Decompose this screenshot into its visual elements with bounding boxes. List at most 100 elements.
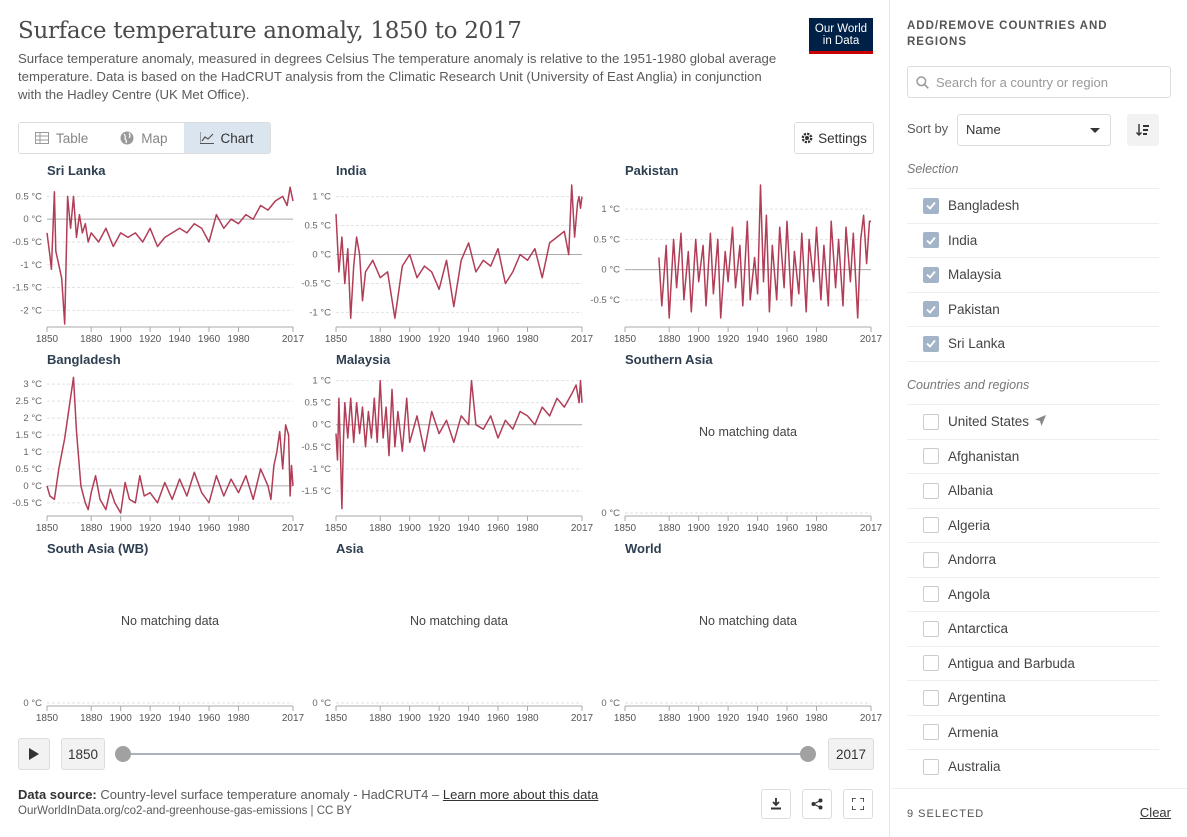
check-icon bbox=[926, 202, 936, 211]
owid-logo[interactable]: Our World in Data bbox=[809, 18, 873, 54]
country-item[interactable]: United States bbox=[907, 404, 1159, 439]
y-tick-label: -0.5 °C bbox=[12, 498, 42, 509]
page-title: Surface temperature anomaly, 1850 to 201… bbox=[18, 18, 522, 44]
sort-direction-icon bbox=[1136, 123, 1149, 136]
logo-line-2: in Data bbox=[822, 35, 860, 47]
timeline-end-year[interactable]: 2017 bbox=[828, 738, 874, 770]
country-item[interactable]: Albania bbox=[907, 473, 1159, 508]
x-tick-label: 1980 bbox=[516, 713, 539, 724]
x-tick-label: 1980 bbox=[227, 334, 250, 345]
download-button[interactable] bbox=[761, 789, 791, 819]
tab-map[interactable]: Map bbox=[104, 123, 183, 153]
checkbox[interactable] bbox=[923, 517, 939, 534]
tab-table-label: Table bbox=[56, 130, 89, 146]
checkbox[interactable] bbox=[923, 724, 939, 741]
gear-icon bbox=[801, 132, 813, 144]
tab-table[interactable]: Table bbox=[19, 123, 104, 153]
y-tick-label: 0.5 °C bbox=[304, 221, 331, 232]
country-item[interactable]: Afghanistan bbox=[907, 438, 1159, 474]
selected-country-item[interactable]: Bangladesh bbox=[907, 188, 1159, 223]
selected-country-item[interactable]: Sri Lanka bbox=[907, 326, 1159, 361]
x-tick-label: 1850 bbox=[325, 523, 348, 534]
x-tick-label: 1960 bbox=[198, 523, 221, 534]
check-icon bbox=[926, 305, 936, 314]
country-item[interactable]: Australia bbox=[907, 749, 1159, 784]
country-label: United States bbox=[948, 414, 1030, 430]
expand-icon bbox=[852, 798, 864, 810]
x-tick-label: 1980 bbox=[805, 334, 828, 345]
checkbox[interactable] bbox=[923, 232, 939, 249]
checkbox[interactable] bbox=[923, 197, 939, 214]
x-tick-label: 2017 bbox=[571, 713, 594, 724]
clear-button[interactable]: Clear bbox=[1139, 805, 1171, 820]
selected-country-item[interactable]: Pakistan bbox=[907, 291, 1159, 327]
settings-button[interactable]: Settings bbox=[794, 122, 874, 154]
x-tick-label: 2017 bbox=[571, 334, 594, 345]
checkbox[interactable] bbox=[923, 335, 939, 352]
play-button[interactable] bbox=[18, 738, 50, 770]
country-item[interactable]: Argentina bbox=[907, 680, 1159, 715]
checkbox[interactable] bbox=[923, 266, 939, 283]
checkbox[interactable] bbox=[923, 448, 939, 465]
checkbox[interactable] bbox=[923, 586, 939, 603]
caret-down-icon bbox=[1090, 128, 1100, 133]
sort-select[interactable]: Name bbox=[957, 114, 1111, 146]
y-tick-label: 1 °C bbox=[23, 447, 42, 458]
x-tick-label: 1960 bbox=[487, 334, 510, 345]
settings-label: Settings bbox=[818, 130, 867, 146]
sort-order-button[interactable] bbox=[1127, 114, 1159, 146]
timeline-start-handle[interactable] bbox=[115, 746, 131, 762]
share-button[interactable] bbox=[802, 789, 832, 819]
selected-country-item[interactable]: India bbox=[907, 222, 1159, 258]
small-multiples-chart: Sri Lanka 0.5 °C 0 °C -0.5 °C -1 °C -1.5 °C -2… bbox=[12, 163, 882, 724]
country-item[interactable]: Antigua and Barbuda bbox=[907, 645, 1159, 681]
x-tick-label: 1920 bbox=[717, 713, 740, 724]
x-tick-label: 1960 bbox=[487, 713, 510, 724]
country-item[interactable]: Algeria bbox=[907, 507, 1159, 543]
timeline-track[interactable] bbox=[123, 753, 809, 755]
y-tick-label: 2.5 °C bbox=[15, 396, 42, 407]
country-item[interactable]: Armenia bbox=[907, 714, 1159, 750]
check-icon bbox=[926, 236, 936, 245]
selected-country-item[interactable]: Malaysia bbox=[907, 257, 1159, 292]
share-icon bbox=[811, 798, 823, 810]
chart-title: Pakistan bbox=[625, 163, 679, 178]
table-icon bbox=[35, 132, 49, 144]
x-tick-label: 1920 bbox=[428, 713, 451, 724]
timeline-end-handle[interactable] bbox=[800, 746, 816, 762]
checkbox[interactable] bbox=[923, 482, 939, 499]
tab-chart-label: Chart bbox=[220, 130, 254, 146]
checkbox[interactable] bbox=[923, 413, 939, 430]
y-tick-label: 0 °C bbox=[312, 698, 331, 709]
chart-title: Asia bbox=[336, 541, 364, 556]
x-tick-label: 1850 bbox=[614, 713, 637, 724]
no-data-message: No matching data bbox=[410, 614, 508, 628]
search-icon bbox=[916, 75, 929, 89]
y-tick-label: -1.5 °C bbox=[12, 283, 42, 294]
country-item[interactable]: Antarctica bbox=[907, 611, 1159, 646]
checkbox[interactable] bbox=[923, 758, 939, 775]
x-tick-label: 1940 bbox=[168, 523, 191, 534]
checkbox[interactable] bbox=[923, 551, 939, 568]
source-url[interactable]: OurWorldInData.org/co2-and-greenhouse-ga… bbox=[18, 805, 352, 817]
learn-more-link[interactable]: Learn more about this data bbox=[442, 787, 599, 802]
country-item[interactable]: Angola bbox=[907, 576, 1159, 612]
search-input[interactable]: Search for a country or region bbox=[907, 66, 1171, 98]
country-label: Australia bbox=[948, 759, 1001, 775]
tab-chart[interactable]: Chart bbox=[183, 123, 270, 153]
checkbox[interactable] bbox=[923, 689, 939, 706]
country-item[interactable]: Andorra bbox=[907, 542, 1159, 577]
checkbox[interactable] bbox=[923, 655, 939, 672]
checkbox[interactable] bbox=[923, 620, 939, 637]
x-tick-label: 1980 bbox=[805, 523, 828, 534]
no-data-message: No matching data bbox=[121, 614, 219, 628]
x-tick-label: 1960 bbox=[198, 713, 221, 724]
country-label: Argentina bbox=[948, 690, 1006, 706]
y-tick-label: 0 °C bbox=[601, 508, 620, 519]
location-arrow-icon bbox=[1035, 414, 1047, 429]
x-tick-label: 1920 bbox=[717, 523, 740, 534]
y-tick-label: 3 °C bbox=[23, 379, 42, 390]
fullscreen-button[interactable] bbox=[843, 789, 873, 819]
timeline-start-year[interactable]: 1850 bbox=[61, 738, 105, 770]
checkbox[interactable] bbox=[923, 301, 939, 318]
